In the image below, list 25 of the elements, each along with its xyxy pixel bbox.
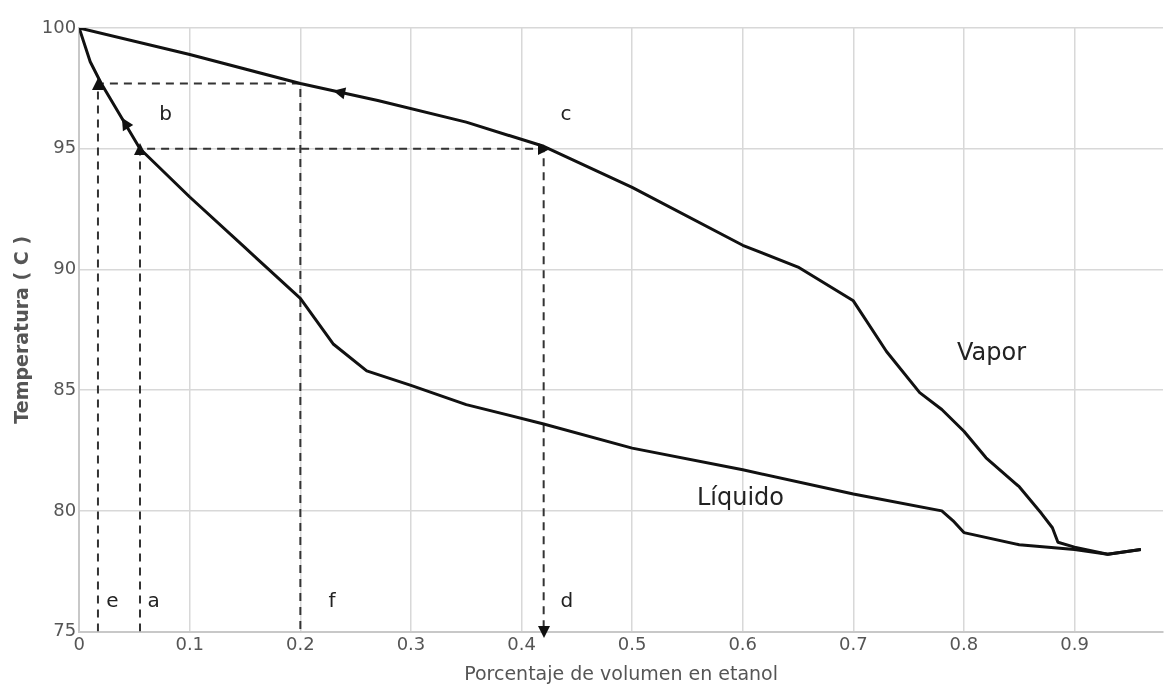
annotation: a [147,588,160,613]
x-tick-label: 0.6 [728,633,758,655]
y-tick-label: 90 [53,257,77,279]
y-tick-label: 100 [41,15,77,37]
annotation: b [159,100,173,125]
y-tick-label: 85 [53,377,77,399]
series-label: Líquido [696,483,785,512]
y-axis-title: Temperatura ( C ) [10,235,33,424]
x-tick-label: 0.1 [175,633,205,655]
x-tick-label: 0.4 [507,633,536,655]
x-tick-label: 0.2 [286,633,315,655]
series-label: Vapor [957,338,1027,367]
x-tick-label: 0.5 [617,633,647,655]
y-tick-label: 95 [53,136,77,158]
annotation: d [560,588,574,613]
x-tick-label: 0.3 [396,633,426,655]
x-tick-label: 0.8 [949,633,979,655]
annotation: e [106,588,119,613]
annotation: f [328,588,337,613]
x-tick-label: 0.9 [1060,633,1089,655]
annotation: c [560,100,572,125]
x-axis-title: Porcentaje de volumen en etanol [464,661,778,684]
y-tick-label: 80 [53,498,77,520]
x-tick-label: 0 [73,633,85,655]
x-tick-label: 0.7 [839,633,868,655]
